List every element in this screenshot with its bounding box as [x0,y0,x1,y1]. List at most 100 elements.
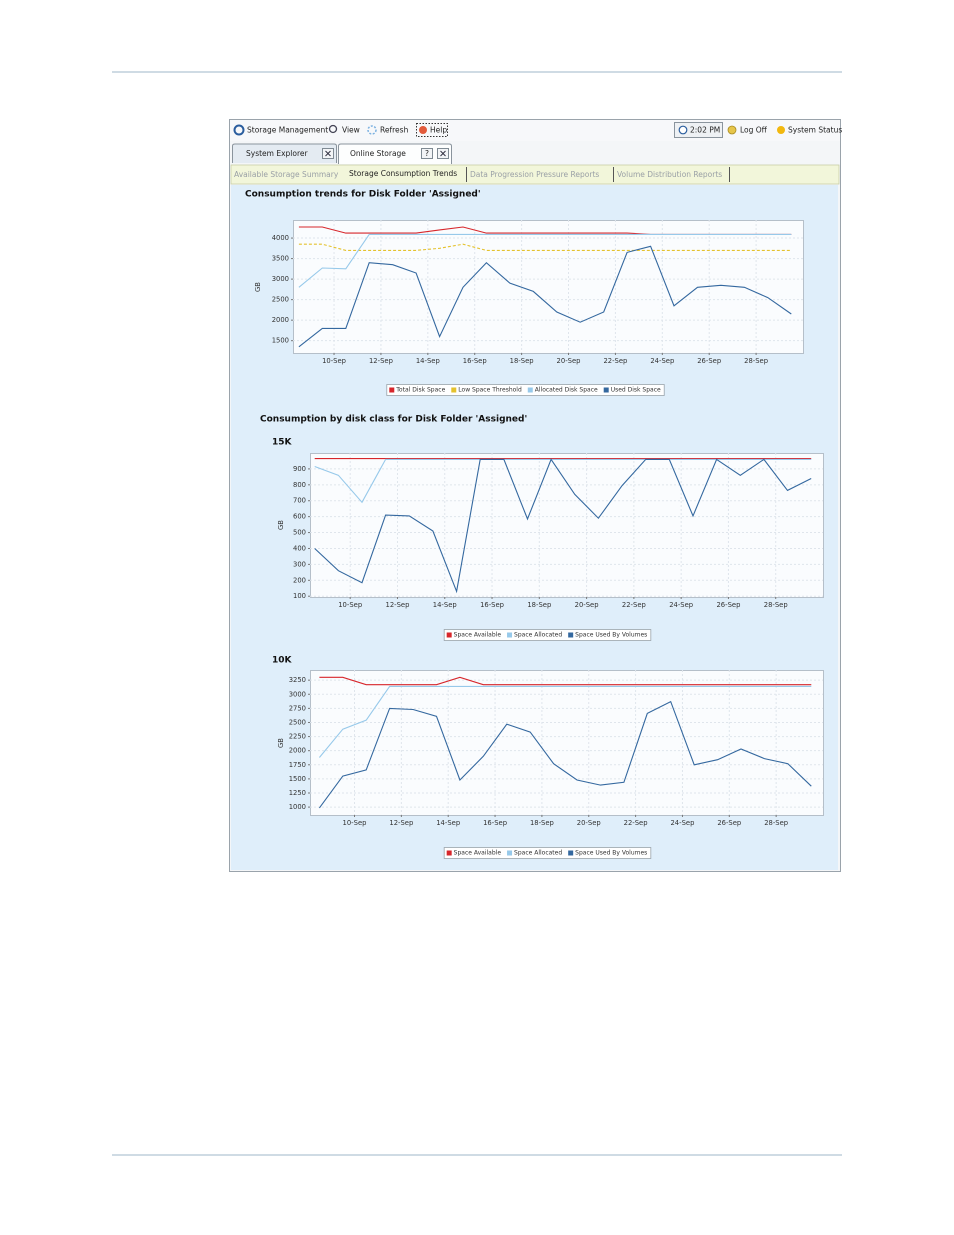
y-tick-label: 4000 [272,234,289,242]
y-tick-label: 600 [293,513,306,521]
legend-label: Total Disk Space [395,387,445,394]
x-tick-label: 28-Sep [744,357,768,365]
y-tick-label: 1500 [272,337,289,345]
toolbar-button[interactable]: Storage Management [247,126,328,135]
x-tick-label: 26-Sep [717,819,741,827]
system-status[interactable]: System Status [788,126,842,135]
close-glyph [325,150,331,157]
y-tick-label: 2500 [289,718,306,726]
x-tick-label: 14-Sep [416,357,440,365]
tab[interactable] [232,143,337,163]
legend-swatch [568,632,574,638]
y-tick-label: 2000 [289,747,306,755]
toolbar-button[interactable]: Help [430,126,447,135]
legend-label: Space Allocated [514,632,562,639]
plot-area [293,220,804,354]
series-line [318,700,812,809]
x-tick-label: 18-Sep [527,601,551,609]
legend [443,629,652,641]
y-tick-label: 3250 [289,676,306,684]
chart-title: Consumption trends for Disk Folder 'Assi… [245,190,481,200]
y-tick-label: 700 [293,497,306,505]
app-icon [233,124,245,136]
clock-time: 2:02 PM [690,126,720,135]
toolbar-button[interactable]: Refresh [380,126,409,135]
toolbar-button[interactable]: View [342,126,360,135]
chart-title: 10K [272,656,293,666]
y-tick-label: 3500 [272,255,289,263]
series-line [298,245,792,348]
clock-box [674,122,723,138]
y-tick-label: 300 [293,560,306,568]
y-tick-label: 1000 [289,803,306,811]
legend-label: Space Used By Volumes [575,632,647,639]
close-glyph [440,150,446,157]
plot-area [310,453,824,598]
series-line [319,676,812,686]
legend-label: Space Allocated [514,850,562,857]
y-axis-label: GB [254,282,262,292]
x-tick-label: 16-Sep [480,601,504,609]
legend-swatch [389,387,395,393]
x-tick-label: 12-Sep [386,601,410,609]
x-tick-label: 24-Sep [669,601,693,609]
y-tick-label: 3000 [272,275,289,283]
x-tick-label: 14-Sep [433,601,457,609]
tab-label[interactable]: System Explorer [246,149,308,158]
legend-label: Space Used By Volumes [575,850,647,857]
x-tick-label: 26-Sep [716,601,740,609]
subtab-active[interactable]: Storage Consumption Trends [349,169,457,178]
x-tick-label: 20-Sep [577,819,601,827]
x-tick-label: 14-Sep [436,819,460,827]
y-axis-label: GB [277,520,285,530]
y-tick-label: 200 [293,576,306,584]
y-tick-label: 900 [293,465,306,473]
x-tick-label: 10-Sep [343,819,367,827]
series-line [298,233,792,288]
legend-swatch [446,850,452,856]
series-line [298,243,792,251]
legend-swatch [451,387,457,393]
x-tick-label: 24-Sep [650,357,674,365]
series-line [314,458,812,594]
tab-label[interactable]: Online Storage [350,149,406,158]
toolbar-button[interactable]: Log Off [740,126,768,135]
y-tick-label: 3000 [289,690,306,698]
y-tick-label: 2250 [289,733,306,741]
chart-title: 15K [272,438,293,448]
view-icon [328,124,338,134]
y-tick-label: 2750 [289,704,306,712]
y-tick-label: 400 [293,544,306,552]
x-tick-label: 20-Sep [557,357,581,365]
x-tick-label: 16-Sep [463,357,487,365]
status-icon [777,126,785,134]
legend-label: Space Available [454,850,502,857]
legend-label: Used Disk Space [611,387,661,394]
legend-swatch [446,632,452,638]
x-tick-label: 22-Sep [624,819,648,827]
legend-label: Low Space Threshold [458,387,522,394]
x-tick-label: 12-Sep [389,819,413,827]
legend-swatch [507,632,513,638]
legend-label: Allocated Disk Space [535,387,598,394]
series-line [314,458,812,504]
help-glyph[interactable]: ? [425,149,429,158]
x-tick-label: 22-Sep [622,601,646,609]
legend-swatch [507,850,513,856]
logoff-icon [727,125,737,135]
legend [386,384,665,396]
y-tick-label: 2000 [272,316,289,324]
subtab[interactable]: Volume Distribution Reports [617,170,722,179]
subtab[interactable]: Data Progression Pressure Reports [470,170,599,179]
legend-swatch [527,387,533,393]
x-tick-label: 28-Sep [764,819,788,827]
y-tick-label: 1500 [289,775,306,783]
subtab[interactable]: Available Storage Summary [234,170,339,179]
legend-swatch [568,850,574,856]
x-tick-label: 22-Sep [603,357,627,365]
x-tick-label: 26-Sep [697,357,721,365]
refresh-icon [367,125,377,135]
y-tick-label: 1250 [289,789,306,797]
tab-help[interactable] [421,148,433,159]
y-tick-label: 1750 [289,761,306,769]
